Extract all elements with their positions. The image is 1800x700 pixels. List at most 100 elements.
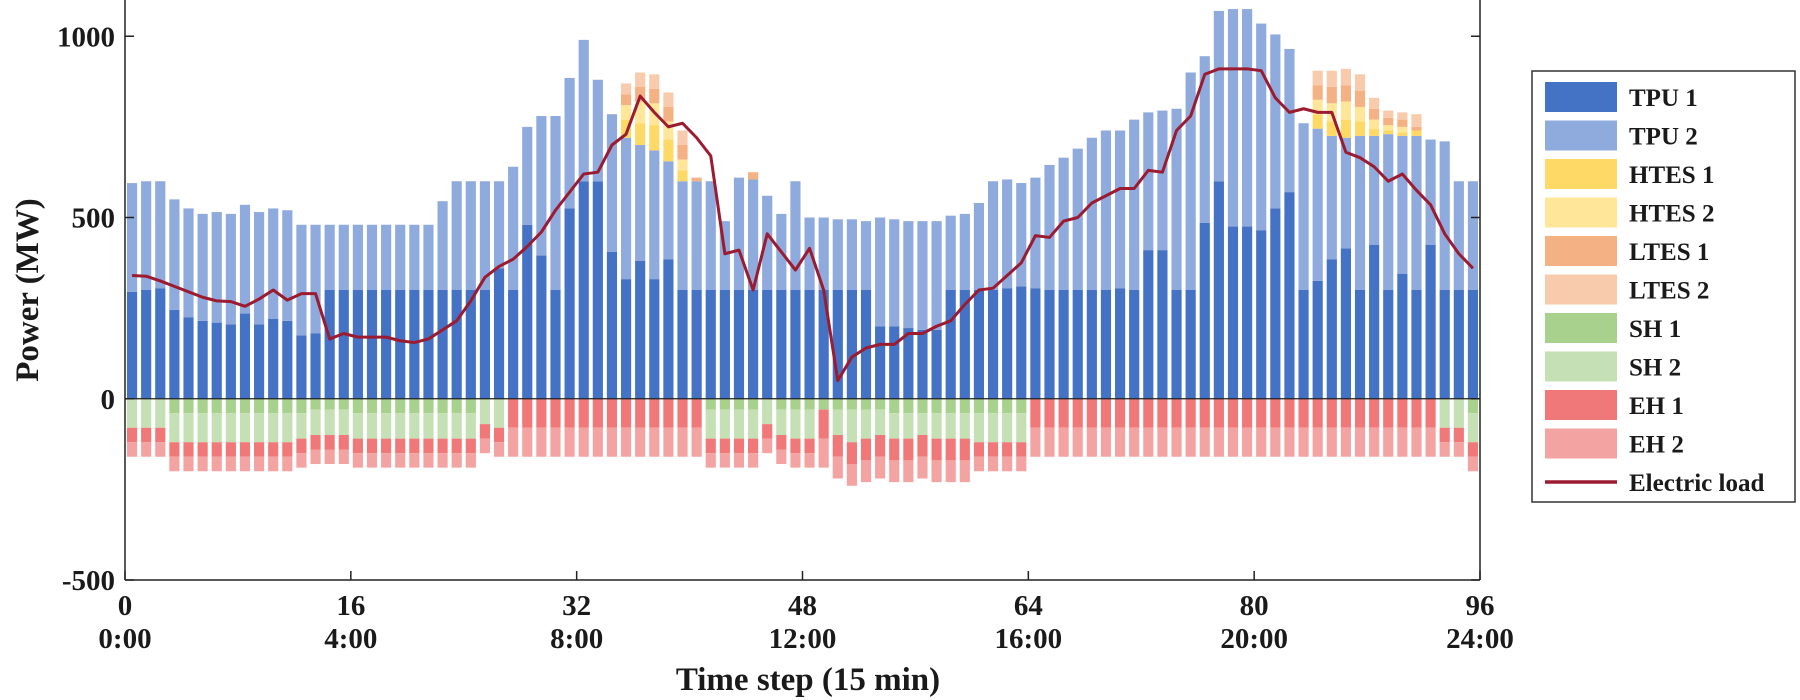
- bar-segment: [1369, 119, 1380, 129]
- bar-segment: [465, 438, 476, 454]
- bar-segment: [1115, 427, 1126, 457]
- bar-segment: [395, 290, 406, 399]
- bar-segment: [733, 409, 745, 439]
- bar-segment: [889, 460, 900, 483]
- bar-segment: [239, 398, 251, 414]
- bar-segment: [804, 453, 815, 468]
- bar-segment: [268, 413, 279, 443]
- bar-segment: [437, 438, 448, 454]
- bar-segment: [381, 290, 392, 399]
- bar-segment: [1185, 72, 1196, 290]
- bar-segment: [1002, 179, 1013, 289]
- bar-segment: [663, 398, 674, 428]
- bar-segment: [141, 290, 152, 399]
- bar-segment: [677, 398, 688, 428]
- bar-segment: [733, 453, 745, 468]
- bar-segment: [310, 333, 321, 399]
- bar-segment: [1185, 427, 1196, 457]
- bar-segment: [790, 398, 801, 410]
- bar-segment: [663, 106, 674, 122]
- bar-segment: [1171, 290, 1182, 399]
- bar-segment: [804, 217, 815, 290]
- bar-segment: [860, 460, 872, 483]
- legend-label: SH 1: [1629, 316, 1681, 343]
- bar-segment: [126, 183, 138, 292]
- bar-segment: [1425, 398, 1436, 428]
- bar-segment: [1072, 148, 1083, 291]
- bar-segment: [550, 398, 561, 428]
- bar-segment: [1270, 398, 1281, 428]
- bar-segment: [352, 290, 363, 399]
- bar-segment: [268, 319, 279, 399]
- bar-segment: [1383, 134, 1394, 291]
- bar-segment: [1016, 286, 1027, 399]
- bar-segment: [705, 181, 716, 290]
- bar-segment: [536, 398, 547, 428]
- bar-segment: [903, 460, 914, 483]
- bar-segment: [1453, 290, 1464, 399]
- bar-segment: [1213, 427, 1224, 457]
- bar-segment: [959, 438, 970, 461]
- bar-segment: [748, 409, 759, 439]
- bar-segment: [296, 224, 307, 336]
- bar-segment: [832, 290, 843, 399]
- bar-segment: [225, 213, 236, 325]
- legend-swatch: [1545, 236, 1617, 266]
- bar-segment: [296, 398, 307, 414]
- bar-segment: [282, 210, 293, 321]
- bar-segment: [197, 213, 208, 321]
- bar-segment: [1157, 427, 1168, 457]
- bar-segment: [677, 130, 688, 145]
- bar-segment: [1425, 139, 1436, 245]
- bar-segment: [1129, 398, 1140, 428]
- bar-segment: [1439, 290, 1450, 399]
- bar-segment: [945, 460, 956, 483]
- legend-label: LTES 2: [1629, 278, 1709, 305]
- bar-segment: [536, 116, 547, 256]
- bar-segment: [1340, 101, 1351, 120]
- bar-segment: [663, 139, 674, 162]
- y-tick-label: 500: [72, 203, 116, 235]
- bar-segment: [423, 453, 434, 468]
- bar-segment: [197, 456, 208, 472]
- bar-segment: [1143, 398, 1154, 428]
- bar-segment: [860, 221, 872, 291]
- bar-segment: [945, 398, 956, 414]
- bar-segment: [931, 329, 942, 399]
- legend-swatch: [1545, 82, 1617, 112]
- bar-segment: [762, 290, 773, 399]
- legend-swatch: [1545, 120, 1617, 151]
- bar-series-group: [126, 9, 1479, 486]
- bar-segment: [973, 442, 985, 457]
- legend-label: HTES 1: [1629, 162, 1714, 189]
- bar-segment: [1397, 119, 1408, 127]
- bar-segment: [804, 398, 815, 410]
- bar-segment: [1016, 183, 1027, 287]
- bar-segment: [1411, 398, 1422, 428]
- bar-segment: [733, 290, 745, 399]
- bar-segment: [592, 398, 603, 428]
- bar-segment: [381, 398, 392, 414]
- bar-segment: [155, 398, 166, 428]
- legend: TPU 1 TPU 2 HTES 1 HTES 2 LTES 1 LTES 2 SH 1 SH…: [1531, 70, 1796, 503]
- y-tick-label: 0: [101, 384, 116, 416]
- bar-segment: [1270, 427, 1281, 457]
- bar-segment: [366, 438, 378, 454]
- bar-segment: [479, 398, 490, 425]
- bar-segment: [846, 219, 857, 290]
- bar-segment: [917, 221, 928, 330]
- bar-segment: [973, 290, 985, 399]
- bar-segment: [1383, 398, 1394, 428]
- bar-segment: [649, 150, 660, 280]
- bar-segment: [268, 208, 279, 319]
- bar-segment: [578, 398, 589, 428]
- bar-segment: [1030, 427, 1041, 457]
- bar-segment: [635, 261, 646, 399]
- legend-label: SH 2: [1629, 355, 1681, 382]
- bar-segment: [649, 125, 660, 151]
- bar-segment: [903, 328, 914, 399]
- bar-segment: [381, 224, 392, 290]
- bar-segment: [748, 453, 759, 468]
- bar-segment: [832, 219, 843, 290]
